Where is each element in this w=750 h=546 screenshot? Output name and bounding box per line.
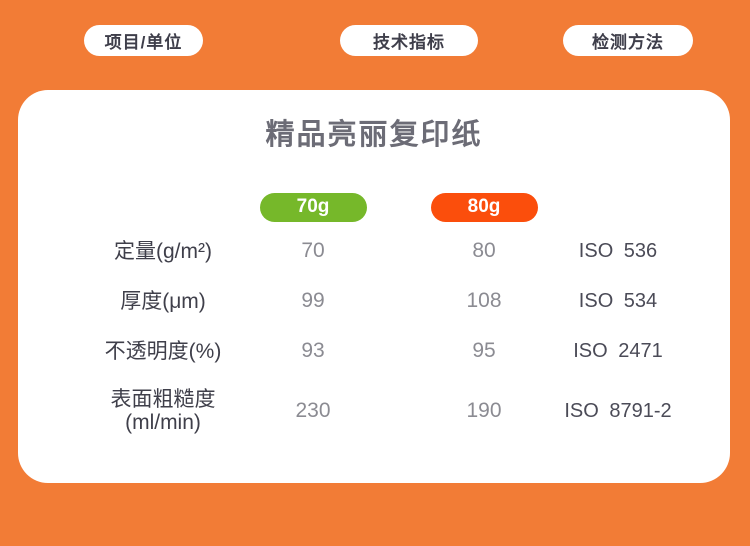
- row-label: 不透明度(%): [53, 326, 273, 376]
- badge-cell-80g: 80g: [414, 192, 554, 222]
- row-label: 定量(g/m²): [53, 226, 273, 276]
- spec-card: 精品亮丽复印纸 70g 80g 定量(g/m²) 70 80 ISO 536 厚…: [18, 90, 730, 483]
- row-label-line: (ml/min): [125, 411, 201, 434]
- value-80g: 95: [472, 339, 496, 362]
- header-pill-test-method: 检测方法: [563, 25, 693, 56]
- header-pill-label: 项目/单位: [104, 33, 183, 52]
- test-method: ISO 8791-2: [564, 399, 672, 422]
- value-70g: 93: [301, 339, 325, 362]
- product-title: 精品亮丽复印纸: [265, 119, 483, 151]
- badge-cell-70g: 70g: [243, 192, 383, 222]
- table-row: 定量(g/m²) 70 80 ISO 536: [18, 226, 730, 276]
- test-method: ISO 534: [578, 289, 658, 312]
- table-row: 厚度(μm) 99 108 ISO 534: [18, 276, 730, 326]
- weight-badge-row: 70g 80g: [18, 192, 730, 222]
- header-pill-technical-specs: 技术指标: [340, 25, 478, 56]
- header-pill-label: 技术指标: [373, 33, 445, 52]
- value-80g: 108: [466, 289, 502, 312]
- table-row: 不透明度(%) 93 95 ISO 2471: [18, 326, 730, 376]
- table-row: 表面粗糙度 (ml/min) 230 190 ISO 8791-2: [18, 376, 730, 446]
- header-pill-label: 检测方法: [592, 33, 664, 52]
- row-label-line: 不透明度(%): [104, 339, 222, 363]
- header-pill-item-unit: 项目/单位: [84, 25, 203, 56]
- row-label-line: 厚度(μm): [120, 289, 206, 313]
- badge-70g: 70g: [259, 192, 367, 222]
- row-label: 厚度(μm): [53, 276, 273, 326]
- row-label: 表面粗糙度 (ml/min): [53, 376, 273, 446]
- test-method: ISO 536: [578, 239, 658, 262]
- value-70g: 230: [295, 399, 331, 422]
- value-70g: 70: [301, 239, 325, 262]
- row-label-line: 表面粗糙度: [110, 388, 216, 411]
- row-label-line: 定量(g/m²): [114, 239, 212, 263]
- test-method: ISO 2471: [573, 339, 663, 362]
- value-70g: 99: [301, 289, 325, 312]
- value-80g: 190: [466, 399, 502, 422]
- badge-80g: 80g: [430, 192, 538, 222]
- value-80g: 80: [472, 239, 496, 262]
